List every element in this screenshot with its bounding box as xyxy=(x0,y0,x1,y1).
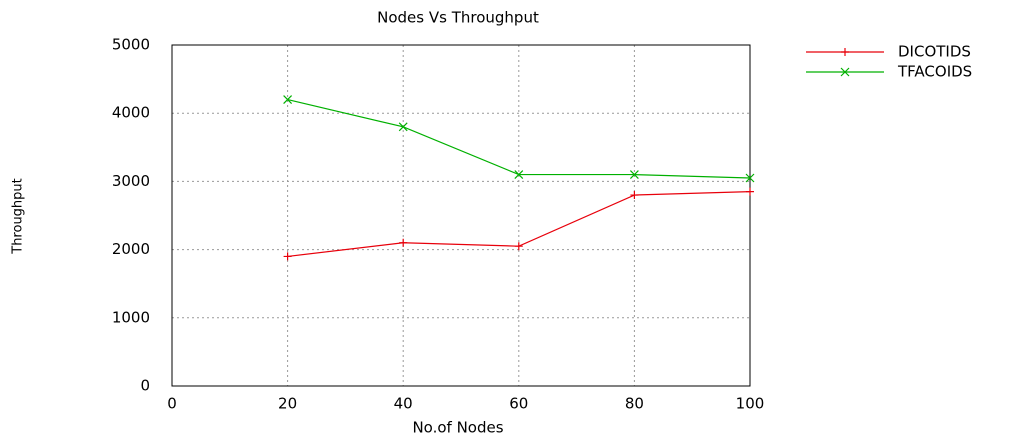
x-tick-label: 40 xyxy=(394,395,413,413)
marker xyxy=(745,173,755,183)
marker xyxy=(399,238,408,247)
marker xyxy=(630,191,639,200)
marker xyxy=(514,242,523,251)
y-tick-label: 1000 xyxy=(112,308,150,326)
y-tick-label: 2000 xyxy=(112,240,150,258)
marker xyxy=(746,187,754,196)
x-axis-label: No.of Nodes xyxy=(412,419,503,436)
marker xyxy=(283,252,292,261)
y-axis-label: Throughput xyxy=(11,178,26,255)
y-tick-label: 0 xyxy=(140,377,150,395)
legend-label: DICOTIDS xyxy=(898,43,971,61)
marker xyxy=(629,170,639,180)
legend-label: TFACOIDS xyxy=(897,63,972,81)
x-tick-label: 100 xyxy=(736,395,765,413)
marker xyxy=(840,67,850,77)
marker xyxy=(514,170,524,180)
x-tick-label: 0 xyxy=(167,395,177,413)
x-tick-label: 20 xyxy=(278,395,297,413)
marker xyxy=(398,122,408,132)
y-tick-label: 4000 xyxy=(112,104,150,122)
y-tick-label: 5000 xyxy=(112,36,150,54)
chart-title: Nodes Vs Throughput xyxy=(377,9,539,27)
y-tick-label: 3000 xyxy=(112,172,150,190)
marker xyxy=(283,95,293,104)
x-tick-label: 80 xyxy=(625,395,644,413)
marker xyxy=(841,48,849,56)
plot-frame xyxy=(171,44,751,387)
x-tick-label: 60 xyxy=(509,395,528,413)
